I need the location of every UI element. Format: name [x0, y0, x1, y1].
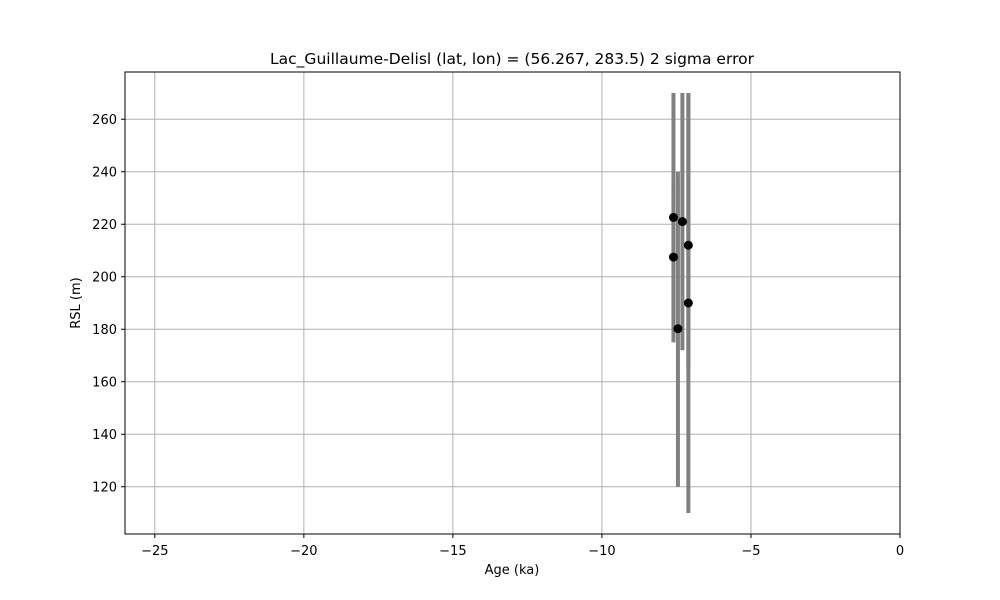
y-tick-label: 180: [92, 323, 117, 338]
data-point: [677, 217, 687, 227]
y-tick-label: 120: [92, 480, 117, 495]
y-tick-label: 200: [92, 270, 117, 285]
y-tick-label: 260: [92, 113, 117, 128]
data-point: [683, 298, 693, 308]
plot-area-frame: [124, 71, 901, 535]
y-tick-label: 160: [92, 375, 117, 390]
y-tick-label: 240: [92, 165, 117, 180]
x-tick-label: 0: [896, 544, 904, 559]
data-point: [673, 324, 683, 334]
x-tick-label: −20: [290, 544, 317, 559]
chart-title: Lac_Guillaume-Delisl (lat, lon) = (56.26…: [270, 50, 755, 69]
y-axis-title: RSL (m): [69, 277, 84, 328]
data-points: [668, 212, 693, 334]
y-tick-label: 140: [92, 428, 117, 443]
y-axis-ticks: 120 140 160 180 200 220 240 260: [92, 113, 125, 495]
data-point: [668, 252, 678, 262]
data-point: [683, 240, 693, 250]
x-axis-ticks: −25 −20 −15 −10 −5 0: [141, 534, 904, 559]
x-axis-title: Age (ka): [485, 563, 540, 578]
x-tick-label: −15: [439, 544, 466, 559]
x-tick-label: −10: [588, 544, 615, 559]
data-point: [668, 212, 678, 222]
y-tick-label: 220: [92, 218, 117, 233]
x-tick-label: −25: [141, 544, 168, 559]
x-tick-label: −5: [741, 544, 760, 559]
